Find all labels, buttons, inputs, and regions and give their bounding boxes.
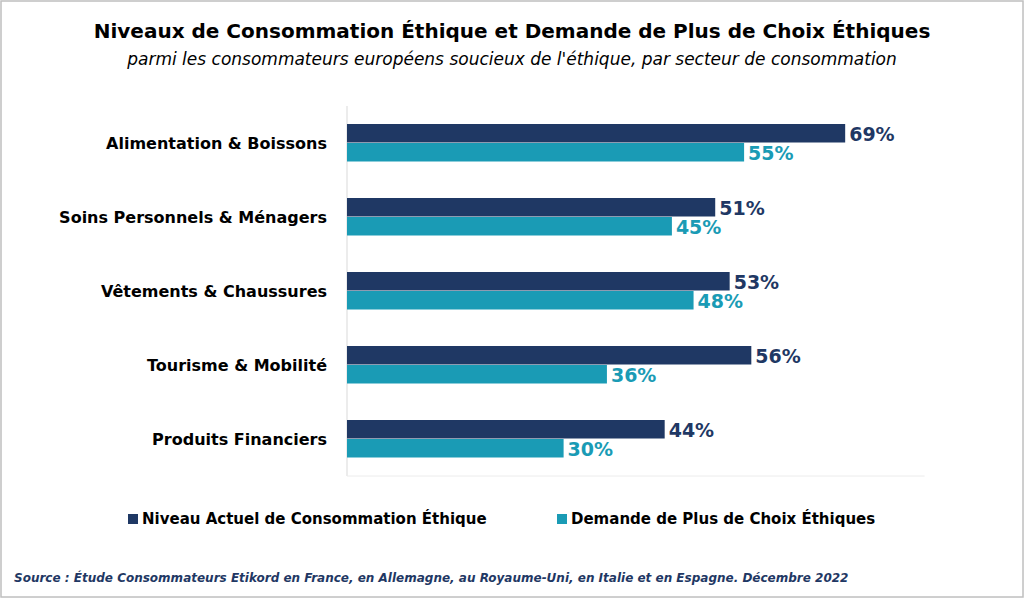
bar <box>347 346 751 365</box>
data-label: 45% <box>676 216 721 238</box>
subtitle: parmi les consommateurs européens soucie… <box>126 49 897 69</box>
bars <box>347 124 845 458</box>
bar <box>347 124 845 143</box>
x-axis-line <box>347 476 925 477</box>
bar <box>347 291 694 310</box>
legend: Niveau Actuel de Consommation Éthique Dem… <box>128 509 875 528</box>
data-label: 56% <box>755 345 800 367</box>
data-label: 55% <box>748 142 793 164</box>
bar <box>347 198 715 217</box>
bar <box>347 217 672 236</box>
category-label: Tourisme & Mobilité <box>147 356 327 375</box>
legend-label: Demande de Plus de Choix Éthiques <box>571 509 875 528</box>
chart: Niveaux de Consommation Éthique et Deman… <box>0 0 1024 598</box>
legend-label: Niveau Actuel de Consommation Éthique <box>142 509 487 528</box>
legend-swatch <box>128 514 138 524</box>
title: Niveaux de Consommation Éthique et Deman… <box>94 19 931 43</box>
data-label: 30% <box>568 438 613 460</box>
category-label: Alimentation & Boissons <box>106 134 327 153</box>
frame <box>1 1 1023 597</box>
category-labels: Alimentation & Boissons Soins Personnels … <box>59 134 327 449</box>
data-label: 44% <box>669 419 714 441</box>
bar <box>347 439 564 458</box>
source: Source : Étude Consommateurs Etikord en … <box>14 570 848 585</box>
bar <box>347 143 744 162</box>
bar <box>347 420 665 439</box>
legend-swatch <box>557 514 567 524</box>
data-label: 69% <box>849 123 894 145</box>
page: {"chart_data": { "type": "bar", "orienta… <box>0 0 1024 598</box>
category-label: Produits Financiers <box>152 430 327 449</box>
category-label: Soins Personnels & Ménagers <box>59 208 327 227</box>
bar <box>347 272 730 291</box>
bar <box>347 365 607 384</box>
data-label: 48% <box>698 290 743 312</box>
data-label: 36% <box>611 364 656 386</box>
data-label: 51% <box>719 197 764 219</box>
category-label: Vêtements & Chaussures <box>101 282 327 301</box>
data-labels: 69%55%51%45%53%48%56%36%44%30% <box>568 123 895 460</box>
